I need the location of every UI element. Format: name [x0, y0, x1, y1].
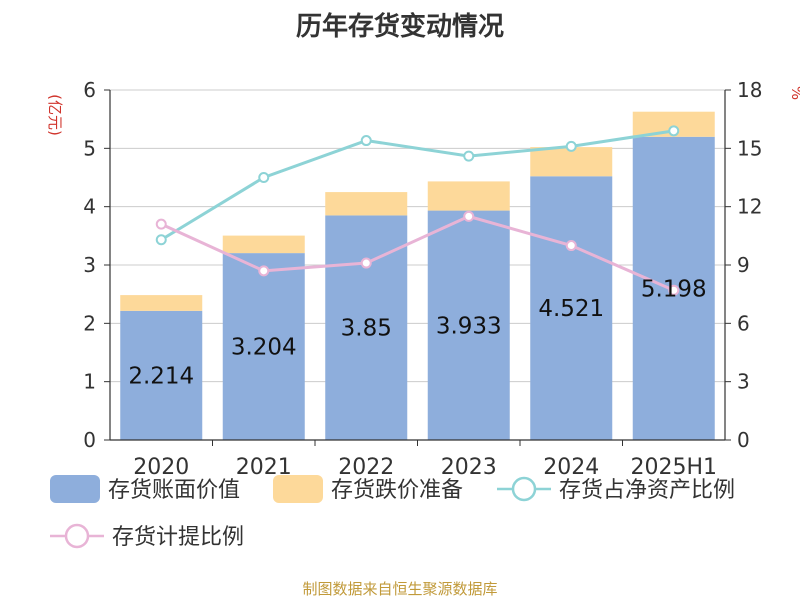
y-left-tick-label: 0 [83, 428, 96, 452]
point-net-asset-ratio [668, 125, 680, 137]
grid [110, 89, 725, 383]
bar-book-value [325, 215, 408, 440]
point-provision-ratio [360, 257, 372, 269]
x-tick-label: 2020 [133, 455, 189, 480]
bar-book-value [222, 253, 305, 440]
point-net-asset-ratio [463, 150, 475, 162]
bar-impairment-provision [325, 192, 408, 216]
point-net-asset-ratio [155, 234, 167, 246]
lines [155, 125, 680, 296]
legend-label: 存货跌价准备 [331, 478, 463, 503]
data-labels: 2.214 3.204 3.85 3.933 4.521 5.198 [128, 276, 706, 389]
point-net-asset-ratio [258, 172, 270, 183]
y-right-tick-label: 12 [737, 195, 762, 219]
legend-swatch-marker [64, 523, 90, 549]
y-left-tick-label: 3 [83, 253, 96, 277]
line-net-asset-ratio [160, 129, 674, 242]
x-tick-label: 2023 [441, 455, 497, 480]
y-left-axis-label: (亿元) [46, 94, 64, 136]
bar-impairment-provision [120, 295, 203, 311]
y-left-tick-label: 5 [83, 136, 96, 160]
point-provision-ratio [565, 240, 577, 252]
bar-book-value [427, 210, 510, 440]
data-label: 3.85 [341, 316, 392, 342]
y-right-tick-label: 15 [737, 136, 762, 160]
y-right-tick-label: 9 [737, 253, 750, 277]
data-label: 4.521 [538, 296, 604, 322]
x-tick-label: 2022 [338, 455, 394, 480]
y-left-tick-label: 2 [83, 311, 96, 335]
point-provision-ratio [155, 218, 167, 230]
y-left-tick-label: 4 [83, 195, 96, 219]
chart-title: 历年存货变动情况 [295, 12, 504, 42]
legend-book-value: 存货账面价值 [50, 475, 240, 503]
legend-swatch [273, 475, 323, 503]
bar-book-value [120, 310, 203, 440]
y-left-tick-label: 6 [83, 78, 96, 102]
legend-impairment-provision: 存货跌价准备 [273, 475, 463, 503]
legend-provision-ratio: 存货计提比例 [50, 523, 244, 550]
legend-swatch-marker [511, 476, 537, 502]
y-right-tick-label: 6 [737, 311, 750, 335]
legend-net-asset-ratio: 存货占净资产比例 [497, 476, 735, 503]
y-left-tick-label: 1 [83, 370, 96, 394]
data-label: 3.933 [436, 313, 502, 339]
x-tick-label: 2025H1 [630, 455, 717, 480]
point-provision-ratio [668, 284, 680, 296]
legend-label: 存货计提比例 [112, 525, 244, 550]
y-right-tick-label: 0 [737, 428, 750, 452]
bar-impairment-provision [222, 235, 305, 254]
bars [120, 111, 715, 441]
source-note: 制图数据来自恒生聚源数据库 [302, 580, 498, 598]
point-provision-ratio [463, 210, 475, 222]
point-net-asset-ratio [360, 135, 372, 147]
legend-swatch [50, 475, 100, 503]
y-right-axis-label: % [788, 86, 800, 100]
legend-label: 存货占净资产比例 [559, 478, 735, 503]
x-tick-label: 2024 [543, 455, 599, 480]
point-provision-ratio [258, 265, 270, 277]
data-label: 3.204 [231, 335, 297, 361]
bar-book-value [530, 176, 613, 440]
data-label: 5.198 [641, 276, 707, 302]
data-label: 2.214 [128, 363, 194, 389]
bar-impairment-provision [427, 181, 510, 211]
legend-label: 存货账面价值 [108, 478, 240, 503]
bar-impairment-provision [530, 147, 613, 177]
axes: 01234560369121518(亿元)%202020212022202320… [46, 78, 800, 480]
y-right-tick-label: 3 [737, 370, 750, 394]
line-provision-ratio [160, 214, 675, 292]
point-net-asset-ratio [565, 140, 577, 152]
y-right-tick-label: 18 [737, 78, 762, 102]
